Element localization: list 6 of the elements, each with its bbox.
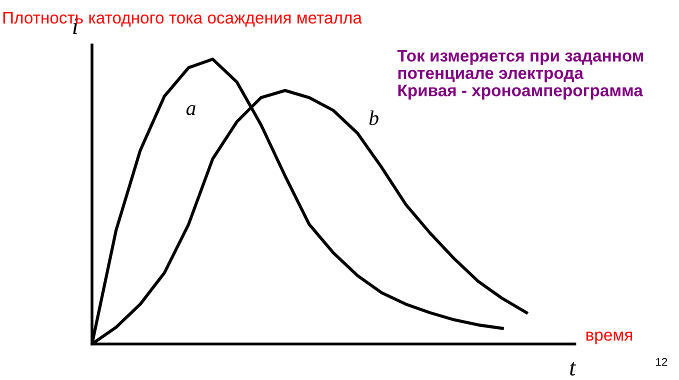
x-axis-title: t (570, 362, 576, 376)
annotation: Ток измеряется при заданном потенциале электрода Кривая - хроноамперограмма (397, 50, 644, 100)
text: время (586, 332, 632, 344)
text: 12 (656, 358, 668, 366)
series-label: a (186, 105, 196, 116)
series-label: b (369, 110, 378, 126)
